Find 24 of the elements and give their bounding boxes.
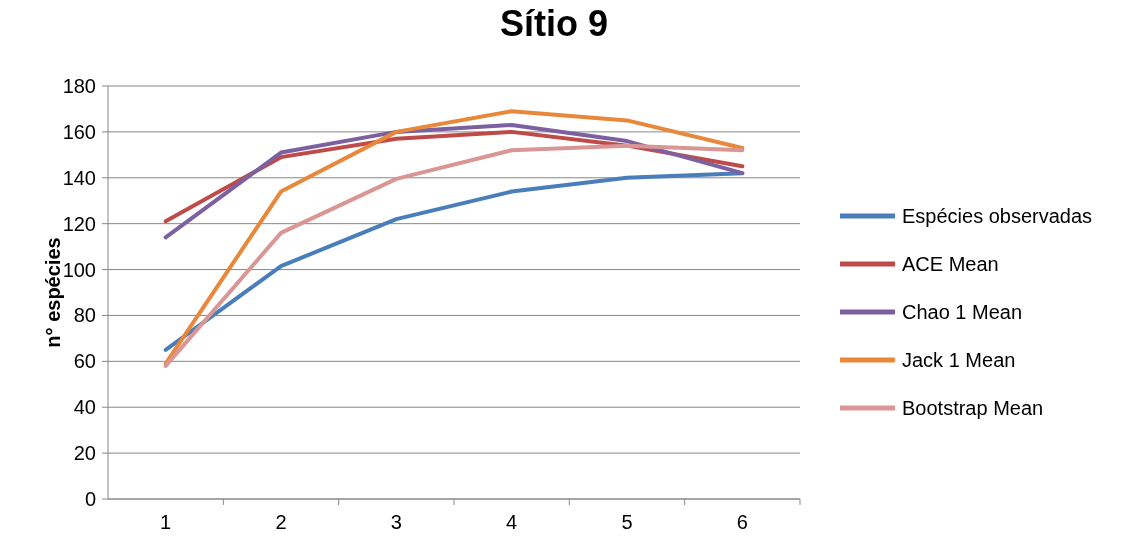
y-tick-label: 180 — [62, 75, 96, 97]
y-tick-label: 140 — [62, 166, 96, 189]
y-tick-label: 20 — [73, 442, 96, 465]
legend-label: Bootstrap Mean — [902, 397, 1044, 419]
y-tick-label: 80 — [73, 304, 96, 327]
y-tick-label: 60 — [73, 350, 96, 373]
x-tick-label: 6 — [736, 511, 748, 533]
y-tick-label: 120 — [62, 212, 96, 235]
legend-label: Chao 1 Mean — [902, 301, 1023, 323]
x-tick-label: 3 — [390, 511, 402, 533]
x-tick-label: 5 — [621, 511, 633, 533]
y-tick-label: 160 — [62, 120, 96, 143]
legend-label: Espécies observadas — [902, 205, 1093, 227]
y-tick-label: 40 — [73, 396, 96, 419]
x-tick-label: 2 — [275, 511, 287, 533]
x-tick-label: 4 — [506, 511, 518, 533]
y-tick-label: 0 — [84, 488, 96, 510]
legend-label: Jack 1 Mean — [902, 349, 1016, 371]
y-tick-label: 100 — [62, 258, 96, 281]
line-series — [163, 123, 745, 240]
y-axis-title: n° espécies — [42, 237, 64, 348]
x-tick-label: 1 — [160, 511, 172, 533]
legend-label: ACE Mean — [902, 253, 999, 275]
chart-title: Sítio 9 — [499, 3, 609, 44]
